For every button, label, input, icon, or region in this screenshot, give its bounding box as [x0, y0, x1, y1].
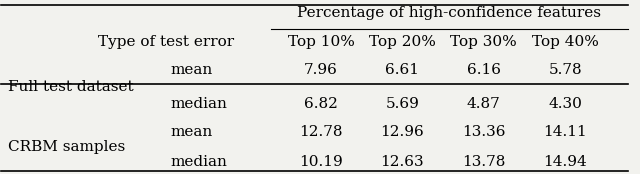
- Text: 6.16: 6.16: [467, 63, 501, 77]
- Text: mean: mean: [171, 125, 213, 139]
- Text: 5.78: 5.78: [548, 63, 582, 77]
- Text: 6.82: 6.82: [304, 97, 338, 111]
- Text: Top 30%: Top 30%: [451, 35, 517, 49]
- Text: Type of test error: Type of test error: [98, 35, 234, 49]
- Text: Full test dataset: Full test dataset: [8, 80, 133, 94]
- Text: 7.96: 7.96: [304, 63, 338, 77]
- Text: 12.63: 12.63: [381, 155, 424, 169]
- Text: 6.61: 6.61: [385, 63, 419, 77]
- Text: 14.94: 14.94: [543, 155, 587, 169]
- Text: Top 40%: Top 40%: [532, 35, 599, 49]
- Text: 13.78: 13.78: [462, 155, 506, 169]
- Text: Top 10%: Top 10%: [287, 35, 355, 49]
- Text: 4.30: 4.30: [548, 97, 582, 111]
- Text: 13.36: 13.36: [462, 125, 506, 139]
- Text: Top 20%: Top 20%: [369, 35, 436, 49]
- Text: 4.87: 4.87: [467, 97, 500, 111]
- Text: Percentage of high-confidence features: Percentage of high-confidence features: [298, 6, 602, 20]
- Text: mean: mean: [171, 63, 213, 77]
- Text: 12.78: 12.78: [299, 125, 342, 139]
- Text: CRBM samples: CRBM samples: [8, 140, 125, 154]
- Text: 5.69: 5.69: [385, 97, 419, 111]
- Text: 14.11: 14.11: [543, 125, 587, 139]
- Text: 12.96: 12.96: [381, 125, 424, 139]
- Text: median: median: [171, 97, 227, 111]
- Text: 10.19: 10.19: [299, 155, 343, 169]
- Text: median: median: [171, 155, 227, 169]
